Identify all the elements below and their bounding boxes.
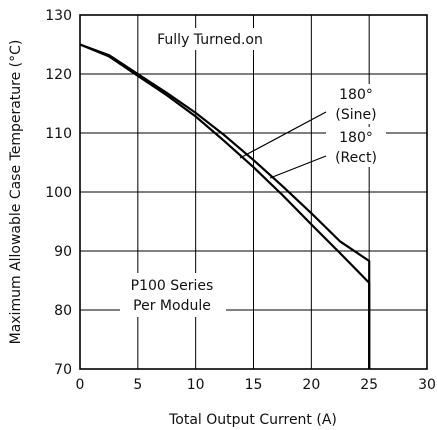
y-tick-label-0: 70 (54, 362, 72, 378)
series-label: P100 Series (131, 278, 214, 294)
x-tick-labels: 0 5 10 15 20 25 30 (76, 377, 436, 393)
condition-label-bg (144, 28, 278, 50)
x-tick-label-6: 30 (418, 377, 436, 393)
y-tick-label-2: 90 (54, 244, 72, 260)
x-tick-label-1: 5 (133, 377, 142, 393)
y-tick-label-1: 80 (54, 303, 72, 319)
series-line-0 (79, 43, 371, 369)
x-tick-label-4: 20 (302, 377, 320, 393)
y-tick-label-5: 120 (45, 67, 72, 83)
x-axis-title: Total Output Current (A) (168, 412, 337, 428)
rect-label-bg (326, 127, 386, 167)
sine-label-line1: 180° (339, 87, 373, 103)
series-label-bg (120, 273, 226, 317)
module-label: Per Module (133, 298, 211, 314)
rect-label-line1: 180° (339, 130, 373, 146)
rect-leader-line (269, 155, 327, 179)
x-tick-label-0: 0 (76, 377, 85, 393)
y-tick-label-4: 110 (45, 126, 72, 142)
x-tick-label-5: 25 (360, 377, 378, 393)
sine-leader-line (239, 111, 327, 159)
y-axis-title: Maximum Allowable Case Temperature (°C) (8, 40, 24, 345)
series-layer (79, 43, 371, 369)
series-line-1 (79, 43, 371, 369)
y-tick-label-3: 100 (45, 185, 72, 201)
plot-frame (79, 14, 428, 370)
condition-label: Fully Turned.on (157, 32, 263, 48)
sine-label-bg (326, 84, 386, 124)
sine-label-line2: (Sine) (335, 107, 376, 123)
rect-label-line2: (Rect) (335, 150, 377, 166)
x-tick-label-3: 15 (245, 377, 263, 393)
y-tick-label-6: 130 (45, 8, 72, 24)
x-tick-label-2: 10 (187, 377, 205, 393)
y-tick-labels: 70 80 90 100 110 120 130 (45, 8, 72, 378)
